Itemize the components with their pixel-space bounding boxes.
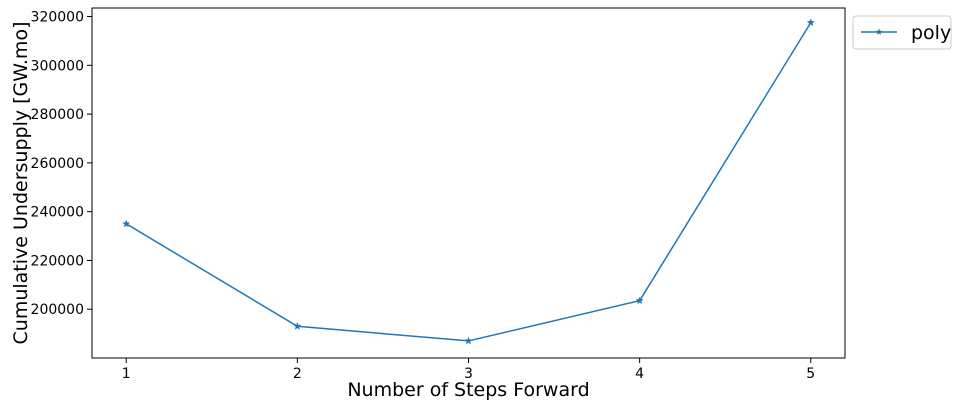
legend-label-poly: poly — [911, 22, 951, 44]
legend-box — [852, 15, 952, 50]
y-axis-label: Cumulative Undersupply [GW.mo] — [10, 22, 32, 345]
legend-star-marker — [875, 28, 883, 35]
data-point-star — [635, 296, 644, 305]
y-tick-label: 200000 — [31, 302, 84, 318]
x-tick-label: 4 — [635, 366, 644, 382]
data-point-star — [293, 321, 302, 330]
y-tick-label: 320000 — [31, 10, 84, 26]
y-tick-label: 300000 — [31, 58, 84, 74]
plot-area-frame — [91, 7, 846, 359]
x-axis-label: Number of Steps Forward — [347, 379, 589, 401]
x-tick-label: 5 — [806, 366, 815, 382]
y-tick-label: 220000 — [31, 253, 84, 269]
x-axis-ticks: 1 2 3 4 5 — [122, 358, 815, 382]
y-tick-label: 280000 — [31, 107, 84, 123]
y-tick-label: 260000 — [31, 156, 84, 172]
y-tick-label: 240000 — [31, 205, 84, 221]
series-line-poly — [125, 22, 812, 342]
x-tick-label: 3 — [464, 366, 473, 382]
data-point-star — [464, 336, 473, 345]
data-point-star — [806, 18, 815, 27]
x-tick-label: 2 — [293, 366, 302, 382]
series-group — [122, 18, 815, 345]
legend: poly — [852, 15, 952, 50]
data-point-star — [122, 219, 131, 228]
x-tick-label: 1 — [122, 366, 131, 382]
y-axis-ticks: 200000 220000 240000 260000 280000 300000 3200… — [31, 10, 92, 318]
